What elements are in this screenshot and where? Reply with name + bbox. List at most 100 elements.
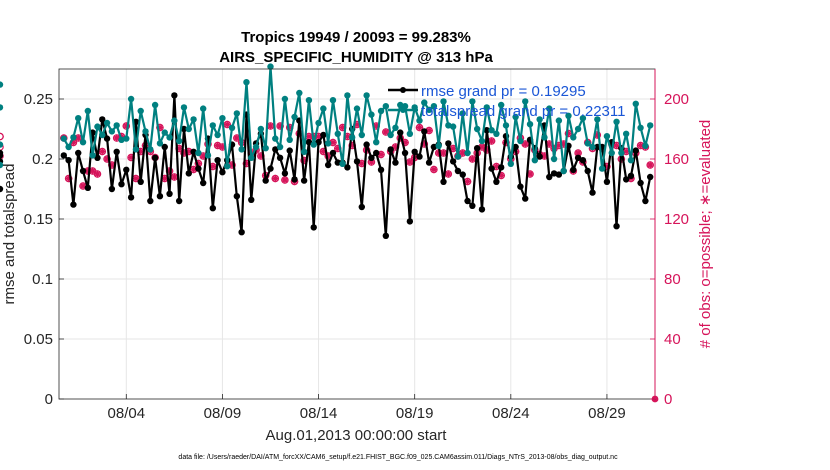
y2-axis-label: # of obs: o=possible; ∗=evaluated xyxy=(697,120,714,349)
obs-evaluated-point xyxy=(358,159,366,168)
totalspread-point xyxy=(406,130,414,137)
totalspread-point xyxy=(228,124,236,131)
obs-evaluated-point xyxy=(305,132,313,141)
rmse-point xyxy=(238,229,245,236)
rmse-point xyxy=(272,146,279,153)
obs-evaluated-point xyxy=(603,162,611,171)
totalspread-point xyxy=(224,163,231,170)
totalspread-point xyxy=(363,92,370,99)
rmse-point xyxy=(546,173,553,181)
rmse-point xyxy=(310,224,317,231)
totalspread-point xyxy=(233,110,241,117)
obs-evaluated-point xyxy=(377,150,385,159)
rmse-point xyxy=(411,148,418,155)
chart-title: Tropics 19949 / 20093 = 99.283% xyxy=(241,29,471,46)
obs-evaluated-point xyxy=(185,147,193,156)
totalspread-point xyxy=(550,155,558,163)
totalspread-point xyxy=(344,92,351,99)
obs-evaluated-point xyxy=(420,140,428,148)
x-tick-label: 08/14 xyxy=(300,405,338,422)
totalspread-point xyxy=(99,131,106,139)
obs-evaluated-point xyxy=(372,122,380,130)
rmse-point xyxy=(334,159,341,166)
totalspread-point xyxy=(204,152,212,159)
rmse-point xyxy=(185,170,192,177)
totalspread-point xyxy=(180,104,188,111)
totalspread-point xyxy=(142,128,149,135)
rmse-point xyxy=(281,170,289,177)
totalspread-point xyxy=(646,122,654,129)
obs-evaluated-point xyxy=(132,174,140,183)
totalspread-point xyxy=(219,115,226,122)
totalspread-point xyxy=(622,130,630,137)
rmse-point xyxy=(190,148,197,155)
obs-evaluated-point xyxy=(199,152,207,160)
legend-marker-rmse xyxy=(400,87,406,93)
obs-evaluated-point xyxy=(487,137,496,145)
totalspread-point xyxy=(488,127,495,134)
totalspread-point xyxy=(185,125,192,133)
totalspread-point xyxy=(555,117,563,124)
totalspread-point xyxy=(296,89,303,97)
y-tick-label: 0.15 xyxy=(24,211,53,228)
rmse-point xyxy=(94,154,101,161)
totalspread-point xyxy=(430,103,438,110)
chart-subtitle: AIRS_SPECIFIC_HUMIDITY @ 313 hPa xyxy=(219,49,493,66)
obs-evaluated-point xyxy=(540,152,549,160)
obs-evaluated-point xyxy=(555,141,563,150)
rmse-point xyxy=(320,131,327,139)
rmse-point xyxy=(199,179,207,187)
obs-evaluated-point xyxy=(521,140,529,148)
obs-evaluated-point xyxy=(161,174,169,183)
legend: rmse grand pr = 0.19295 totalspread gran… xyxy=(388,83,625,120)
obs-possible-point xyxy=(0,143,4,151)
rmse-point xyxy=(387,146,394,153)
rmse-point xyxy=(483,127,490,134)
totalspread-point xyxy=(248,154,255,161)
rmse-point xyxy=(555,171,563,178)
rmse-point xyxy=(473,145,481,152)
obs-evaluated-point xyxy=(300,156,308,165)
obs-evaluated-point xyxy=(69,138,78,147)
totalspread-point xyxy=(127,95,135,103)
obs-evaluated-point xyxy=(98,147,106,156)
obs-evaluated-point xyxy=(545,140,553,148)
totalspread-point xyxy=(257,125,265,133)
totalspread-point xyxy=(175,137,183,145)
rmse-point xyxy=(60,152,68,159)
obs-evaluated-point xyxy=(492,162,500,171)
rmse-point xyxy=(75,149,82,157)
totalspread-point xyxy=(209,122,217,129)
obs-evaluated-point xyxy=(391,143,400,151)
rmse-point xyxy=(406,218,414,225)
rmse-point xyxy=(363,141,370,148)
rmse-point xyxy=(358,203,366,211)
rmse-point xyxy=(440,178,447,185)
rmse-point xyxy=(637,179,644,187)
rmse-point xyxy=(382,232,390,239)
totalspread-point xyxy=(473,125,481,133)
rmse-point xyxy=(603,178,611,185)
totalspread-point xyxy=(214,131,221,139)
obs-evaluated-point xyxy=(257,152,265,160)
rmse-point xyxy=(156,193,164,200)
totalspread-point xyxy=(483,104,490,111)
totalspread-point xyxy=(507,160,515,167)
rmse-point xyxy=(315,139,322,146)
totalspread-point xyxy=(272,135,279,142)
totalspread-point xyxy=(440,98,447,105)
obs-evaluated-point xyxy=(93,170,102,178)
rmse-point xyxy=(108,185,116,193)
obs-evaluated-point xyxy=(430,165,438,174)
obs-evaluated-point xyxy=(622,147,630,156)
rmse-point xyxy=(175,197,183,205)
rmse-point xyxy=(642,197,649,205)
rmse-point xyxy=(517,183,524,190)
obs-evaluated-point xyxy=(228,161,236,169)
rmse-point xyxy=(214,157,221,164)
obs-evaluated-point xyxy=(329,138,337,147)
totalspread-point xyxy=(560,167,567,175)
totalspread-point xyxy=(195,149,202,157)
rmse-point xyxy=(103,135,111,142)
rmse-point xyxy=(570,166,577,173)
